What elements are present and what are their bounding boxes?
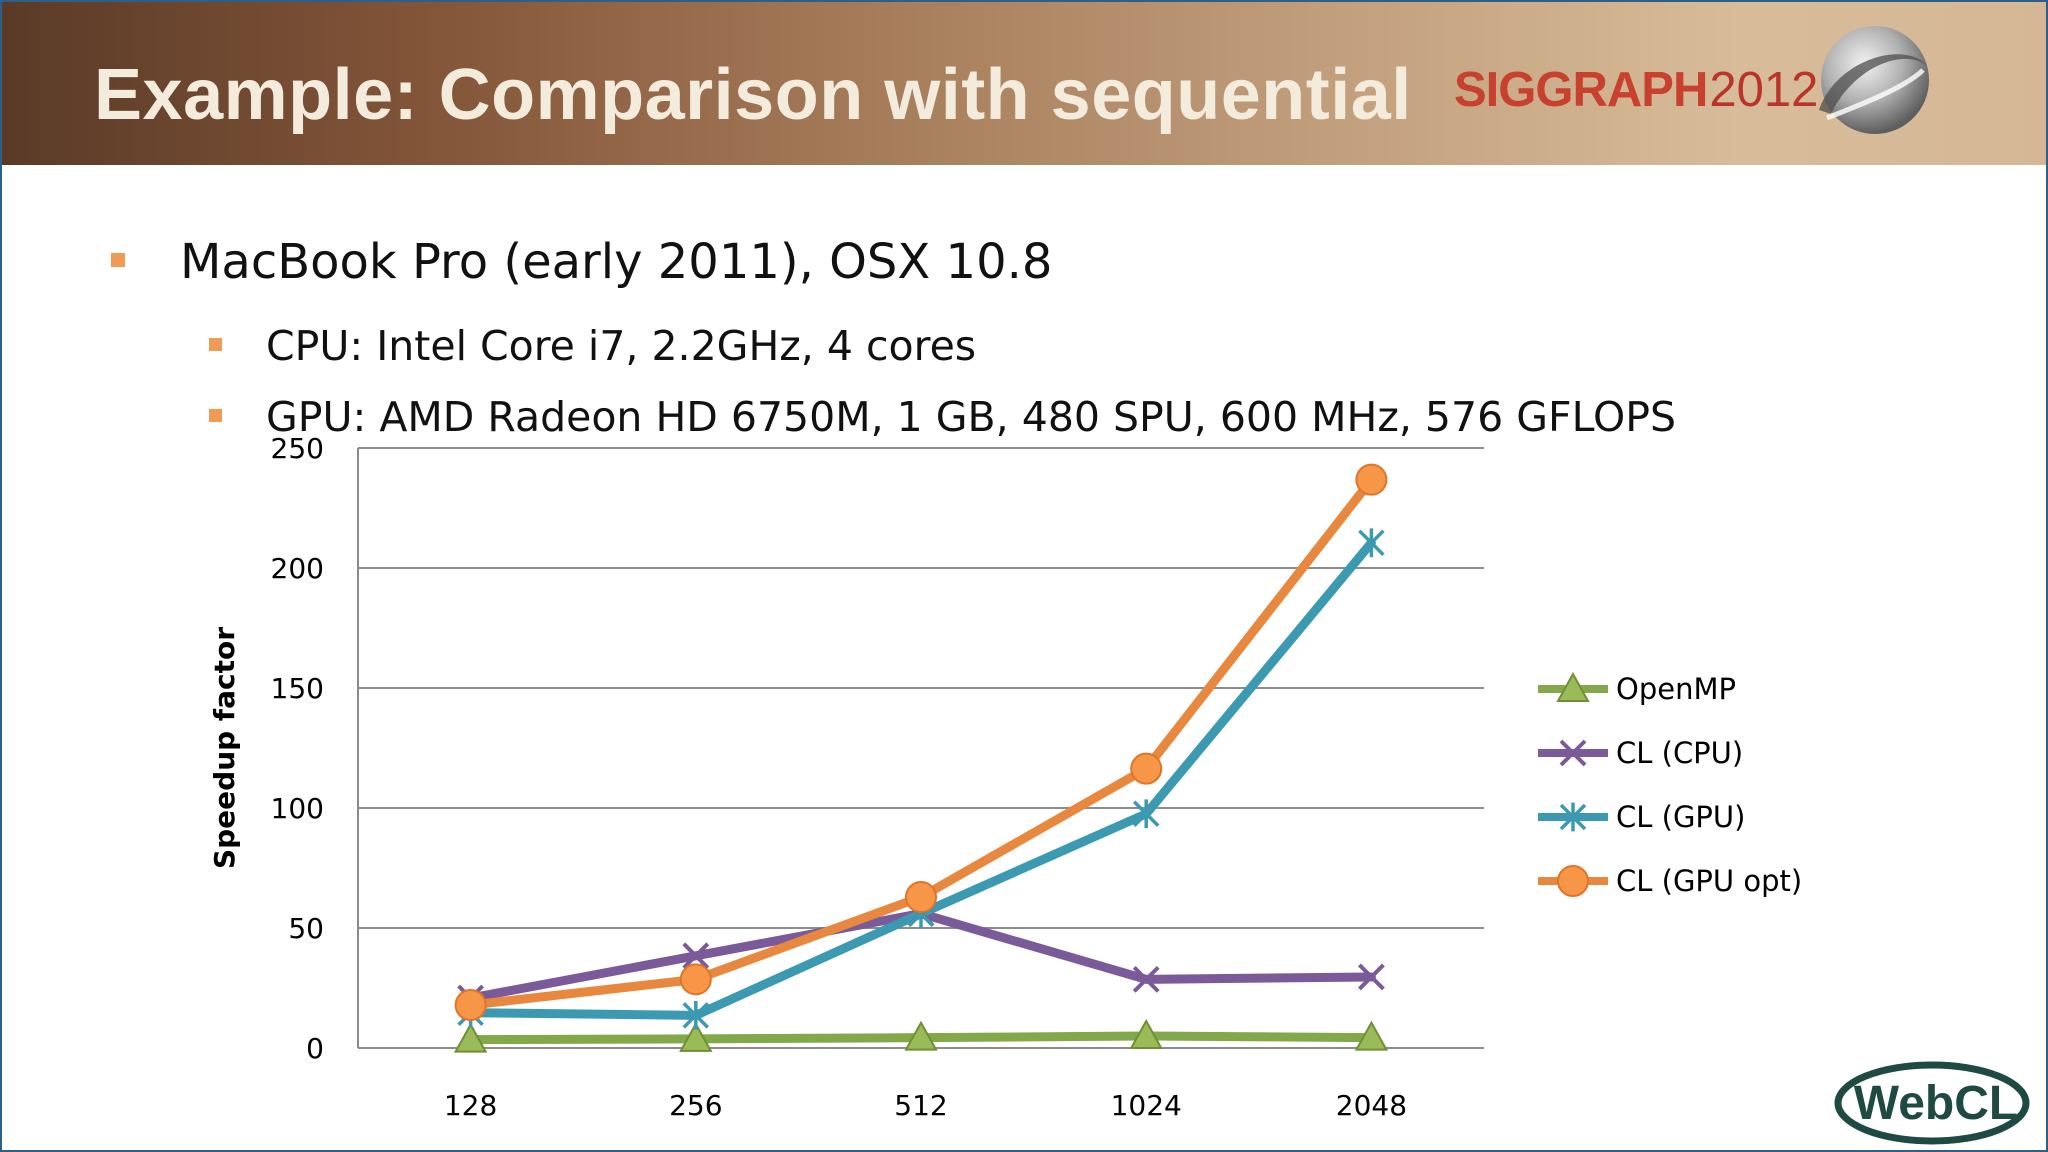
data-point-triangle <box>1354 1020 1389 1051</box>
x-tick-label: 256 <box>669 1089 722 1122</box>
webcl-logo-text: WebCL <box>1854 1077 2018 1130</box>
data-point-circle <box>1557 865 1589 897</box>
data-point-circle <box>454 989 487 1022</box>
bullet-main-text: MacBook Pro (early 2011), OSX 10.8 <box>180 234 1053 290</box>
legend-label: OpenMP <box>1616 672 1736 706</box>
y-tick-label: 0 <box>306 1032 324 1065</box>
data-point-circle <box>1130 752 1163 785</box>
y-tick-label: 50 <box>288 912 324 945</box>
siggraph-swirl-icon <box>1819 26 1929 134</box>
data-point-x <box>1357 963 1385 991</box>
data-point-circle <box>1355 463 1388 496</box>
data-point-x <box>682 942 710 970</box>
x-marker-stroke <box>1132 965 1160 993</box>
siggraph-logo-text: SIGGRAPH2012 <box>1454 62 1818 118</box>
slide-header: Example: Comparison with sequential SIGG… <box>2 2 2046 165</box>
x-tick-label: 512 <box>894 1089 947 1122</box>
legend-label: CL (GPU) <box>1616 800 1745 834</box>
data-point-asterisk <box>682 1000 710 1030</box>
x-tick-label: 1024 <box>1111 1089 1182 1122</box>
data-point-triangle <box>904 1020 938 1051</box>
data-point-x <box>1559 739 1587 767</box>
x-tick-label: 128 <box>444 1089 497 1122</box>
series-line <box>466 538 1376 1020</box>
siggraph-year: 2012 <box>1709 63 1819 117</box>
data-point-triangle <box>1129 1018 1163 1049</box>
y-axis-title: Speedup factor <box>208 627 241 869</box>
y-tick-label: 100 <box>271 792 324 825</box>
webcl-logo: WebCL <box>1834 1061 2030 1145</box>
sub-bullet-marker <box>209 338 222 351</box>
data-point-circle <box>905 881 937 914</box>
sub-bullet-text: GPU: AMD Radeon HD 6750M, 1 GB, 480 SPU,… <box>266 393 1676 441</box>
data-point-asterisk <box>1559 802 1587 832</box>
data-point-triangle <box>1556 671 1590 702</box>
data-point-asterisk <box>1132 799 1160 829</box>
data-point-x <box>1132 965 1160 993</box>
bullet-marker <box>111 253 125 267</box>
y-tick-label: 250 <box>271 432 324 465</box>
legend-label: CL (CPU) <box>1616 736 1743 770</box>
sub-bullet-text: CPU: Intel Core i7, 2.2GHz, 4 cores <box>266 322 977 370</box>
slide-title: Example: Comparison with sequential <box>94 55 1412 135</box>
siggraph-word: SIGGRAPH <box>1454 63 1708 117</box>
x-marker-stroke <box>682 942 710 970</box>
legend-label: CL (GPU opt) <box>1616 864 1802 898</box>
data-point-circle <box>679 963 712 996</box>
x-marker-stroke <box>1559 739 1587 767</box>
x-tick-label: 2048 <box>1336 1089 1407 1122</box>
y-tick-label: 200 <box>271 552 324 585</box>
y-tick-label: 150 <box>271 672 324 705</box>
sub-bullet-marker <box>209 409 222 422</box>
data-point-asterisk <box>1358 528 1385 558</box>
data-point-triangle <box>679 1021 713 1052</box>
data-point-triangle <box>453 1022 488 1053</box>
x-marker-stroke <box>1357 963 1385 991</box>
